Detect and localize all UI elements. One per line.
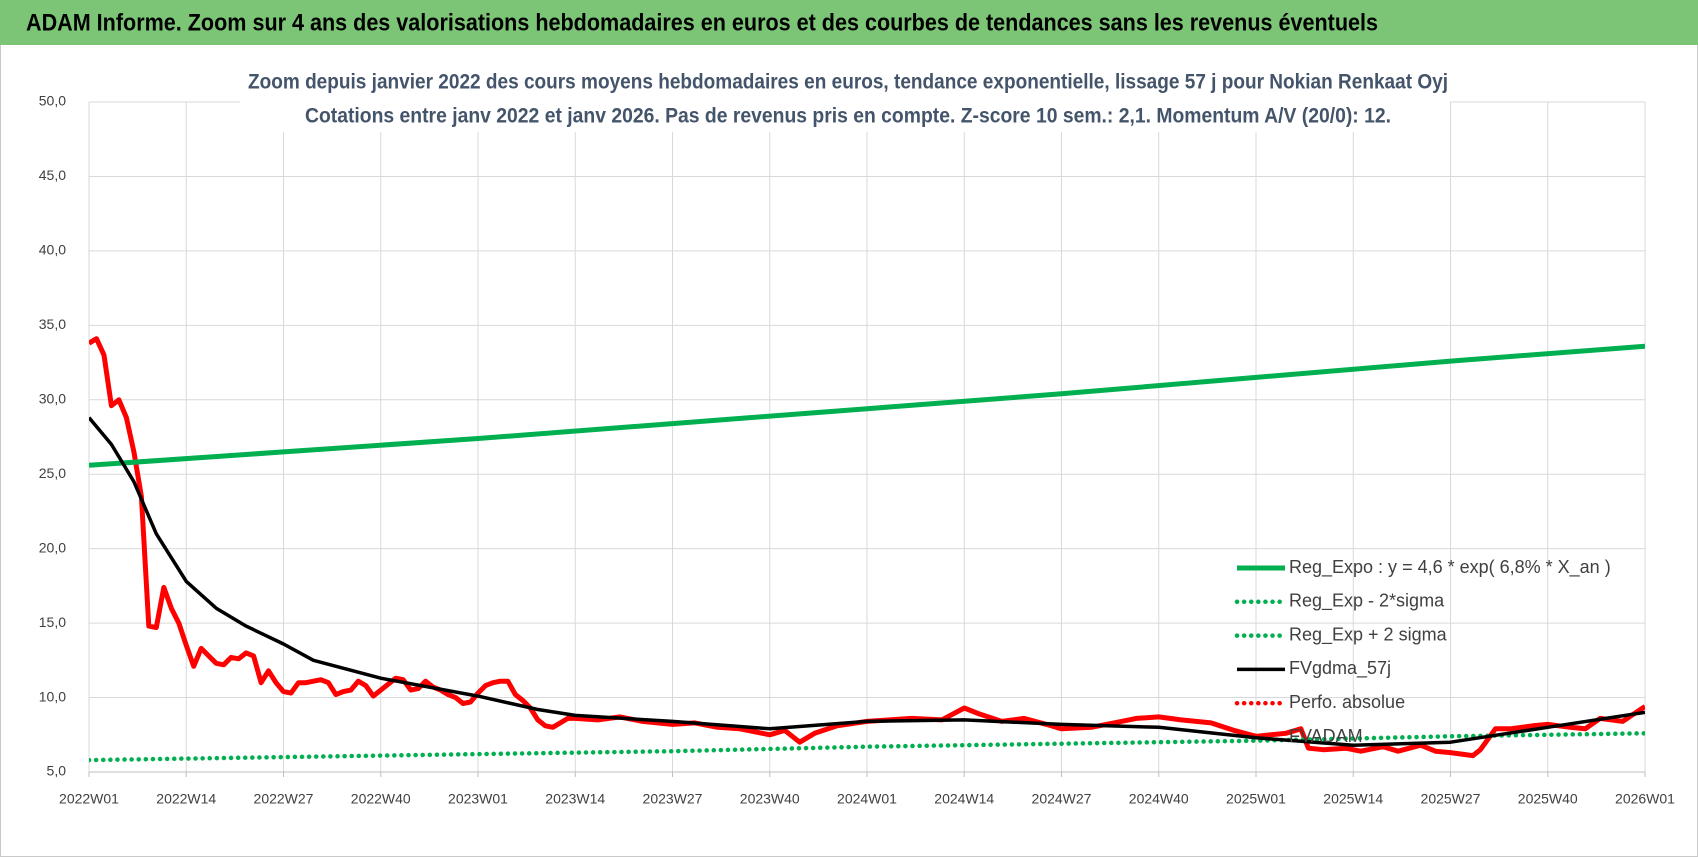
x-tick-label: 2024W01: [837, 791, 897, 807]
series-line: [89, 416, 1645, 747]
title-box: [240, 66, 1450, 132]
y-tick-label: 50,0: [39, 93, 66, 109]
y-tick-label: 20,0: [39, 539, 66, 555]
x-tick-label: 2025W40: [1518, 791, 1578, 807]
x-tick-label: 2025W14: [1323, 791, 1383, 807]
legend-label: Reg_Exp + 2 sigma: [1289, 624, 1448, 645]
y-tick-label: 5,0: [47, 763, 67, 779]
x-tick-label: 2022W14: [156, 791, 216, 807]
legend-label: FVADAM: [1289, 726, 1363, 746]
x-tick-label: 2025W27: [1421, 791, 1481, 807]
x-tick-label: 2023W40: [740, 791, 800, 807]
x-tick-label: 2022W27: [254, 791, 314, 807]
x-tick-label: 2022W40: [351, 791, 411, 807]
y-tick-label: 30,0: [39, 390, 66, 406]
y-tick-label: 25,0: [39, 465, 66, 481]
x-tick-label: 2023W14: [545, 791, 605, 807]
legend-label: Perfo. absolue: [1289, 692, 1405, 712]
legend-label: Reg_Exp - 2*sigma: [1289, 591, 1445, 612]
x-tick-label: 2025W01: [1226, 791, 1286, 807]
x-tick-label: 2023W01: [448, 791, 508, 807]
header-title: ADAM Informe. Zoom sur 4 ans des valoris…: [26, 9, 1378, 36]
x-tick-label: 2023W27: [643, 791, 703, 807]
y-tick-label: 10,0: [39, 688, 66, 704]
x-tick-label: 2022W01: [59, 791, 119, 807]
x-tick-label: 2024W27: [1032, 791, 1092, 807]
y-tick-label: 35,0: [39, 316, 66, 332]
y-tick-label: 40,0: [39, 242, 66, 258]
chart-subtitle: Cotations entre janv 2022 et janv 2026. …: [305, 105, 1391, 128]
legend-label: Reg_Expo : y = 4,6 * exp( 6,8% * X_an ): [1289, 557, 1611, 578]
x-tick-label: 2024W40: [1129, 791, 1189, 807]
y-tick-label: 15,0: [39, 614, 66, 630]
header-bar: [0, 0, 1698, 45]
y-tick-label: 45,0: [39, 167, 66, 183]
x-tick-label: 2024W14: [934, 791, 994, 807]
chart-title: Zoom depuis janvier 2022 des cours moyen…: [248, 71, 1448, 94]
x-tick-label: 2026W01: [1615, 791, 1675, 807]
legend-label: FVgdma_57j: [1289, 658, 1391, 679]
series-line: [89, 343, 1645, 468]
